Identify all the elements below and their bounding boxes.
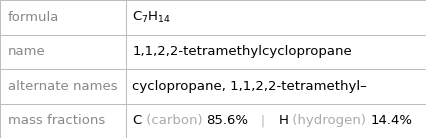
Text: $\mathregular{C_7H_{14}}$: $\mathregular{C_7H_{14}}$: [132, 10, 171, 25]
Text: alternate names: alternate names: [8, 80, 117, 93]
Text: 85.6%: 85.6%: [206, 114, 248, 127]
Text: (carbon): (carbon): [141, 114, 206, 127]
Text: cyclopropane, 1,1,2,2-tetramethyl–: cyclopropane, 1,1,2,2-tetramethyl–: [132, 80, 366, 93]
Text: formula: formula: [8, 11, 59, 24]
Text: mass fractions: mass fractions: [8, 114, 105, 127]
Text: C: C: [132, 114, 141, 127]
Text: 14.4%: 14.4%: [370, 114, 412, 127]
Text: 1,1,2,2-tetramethylcyclopropane: 1,1,2,2-tetramethylcyclopropane: [132, 45, 351, 58]
Text: H: H: [278, 114, 288, 127]
Text: |: |: [248, 114, 278, 127]
Text: (hydrogen): (hydrogen): [288, 114, 370, 127]
Text: name: name: [8, 45, 45, 58]
